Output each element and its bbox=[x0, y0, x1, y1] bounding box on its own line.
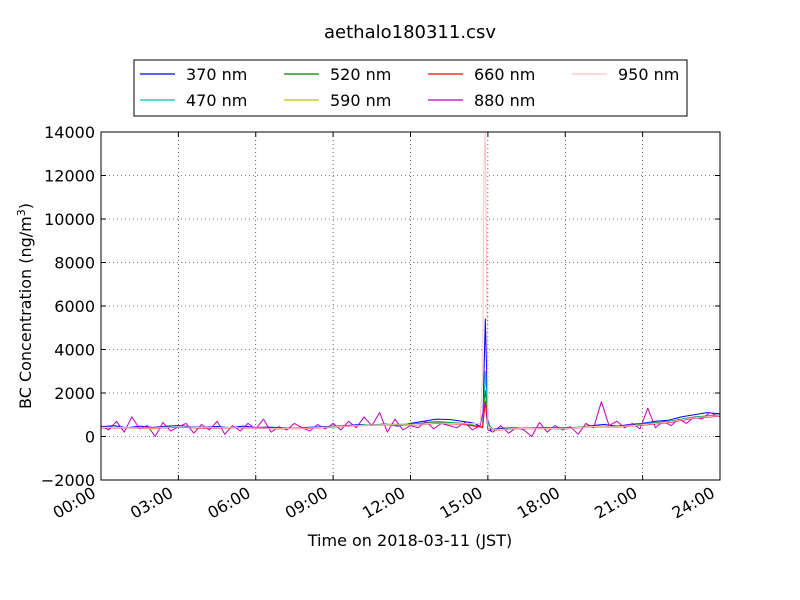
legend-label: 590 nm bbox=[330, 91, 391, 110]
y-axis-label-sup: 3 bbox=[15, 209, 28, 216]
legend-label: 470 nm bbox=[186, 91, 247, 110]
y-axis-label: BC Concentration (ng/m3) bbox=[15, 203, 35, 409]
series-line-880-nm bbox=[100, 401, 721, 437]
legend-label: 880 nm bbox=[474, 91, 535, 110]
x-tick-label: 21:00 bbox=[591, 483, 640, 523]
y-tick-label: 4000 bbox=[54, 341, 95, 360]
legend-frame bbox=[133, 59, 688, 117]
y-tick-label: 8000 bbox=[54, 254, 95, 273]
legend-label: 370 nm bbox=[186, 65, 247, 84]
x-tick-label: 15:00 bbox=[436, 483, 485, 523]
x-tick-label: 03:00 bbox=[127, 483, 176, 523]
y-tick-label: 14000 bbox=[44, 123, 95, 142]
legend-label: 520 nm bbox=[330, 65, 391, 84]
x-axis-label: Time on 2018-03-11 (JST) bbox=[307, 531, 512, 550]
x-tick-label: 06:00 bbox=[204, 483, 253, 523]
x-tick-labels: 00:00 03:00 06:00 09:00 12:00 15:00 18:00 21:00… bbox=[50, 483, 718, 523]
series-line-370-nm bbox=[100, 318, 721, 431]
y-axis-label-close: ) bbox=[16, 203, 35, 209]
y-axis-label-main: BC Concentration (ng/m bbox=[16, 216, 35, 409]
chart-title: aethalo180311.csv bbox=[324, 22, 496, 43]
series-layer bbox=[100, 131, 721, 437]
x-tick-label: 18:00 bbox=[514, 483, 563, 523]
y-tick-label: 12000 bbox=[44, 167, 95, 186]
x-tick-label: 24:00 bbox=[669, 483, 718, 523]
legend-label: 660 nm bbox=[474, 65, 535, 84]
y-tick-label: −2000 bbox=[41, 471, 95, 490]
x-tick-label: 12:00 bbox=[359, 483, 408, 523]
y-tick-label: 6000 bbox=[54, 297, 95, 316]
series-line-950-nm bbox=[100, 131, 721, 431]
ticks bbox=[100, 131, 721, 481]
legend-label: 950 nm bbox=[618, 65, 679, 84]
y-tick-label: 2000 bbox=[54, 384, 95, 403]
y-tick-labels: −2000 0 2000 4000 6000 8000 10000 12000 14000 bbox=[41, 123, 95, 490]
x-tick-label: 09:00 bbox=[282, 483, 331, 523]
y-tick-label: 0 bbox=[85, 428, 95, 447]
y-tick-label: 10000 bbox=[44, 210, 95, 229]
legend: 370 nm 470 nm 520 nm 590 nm 660 nm 880 nm 950 … bbox=[133, 59, 688, 117]
